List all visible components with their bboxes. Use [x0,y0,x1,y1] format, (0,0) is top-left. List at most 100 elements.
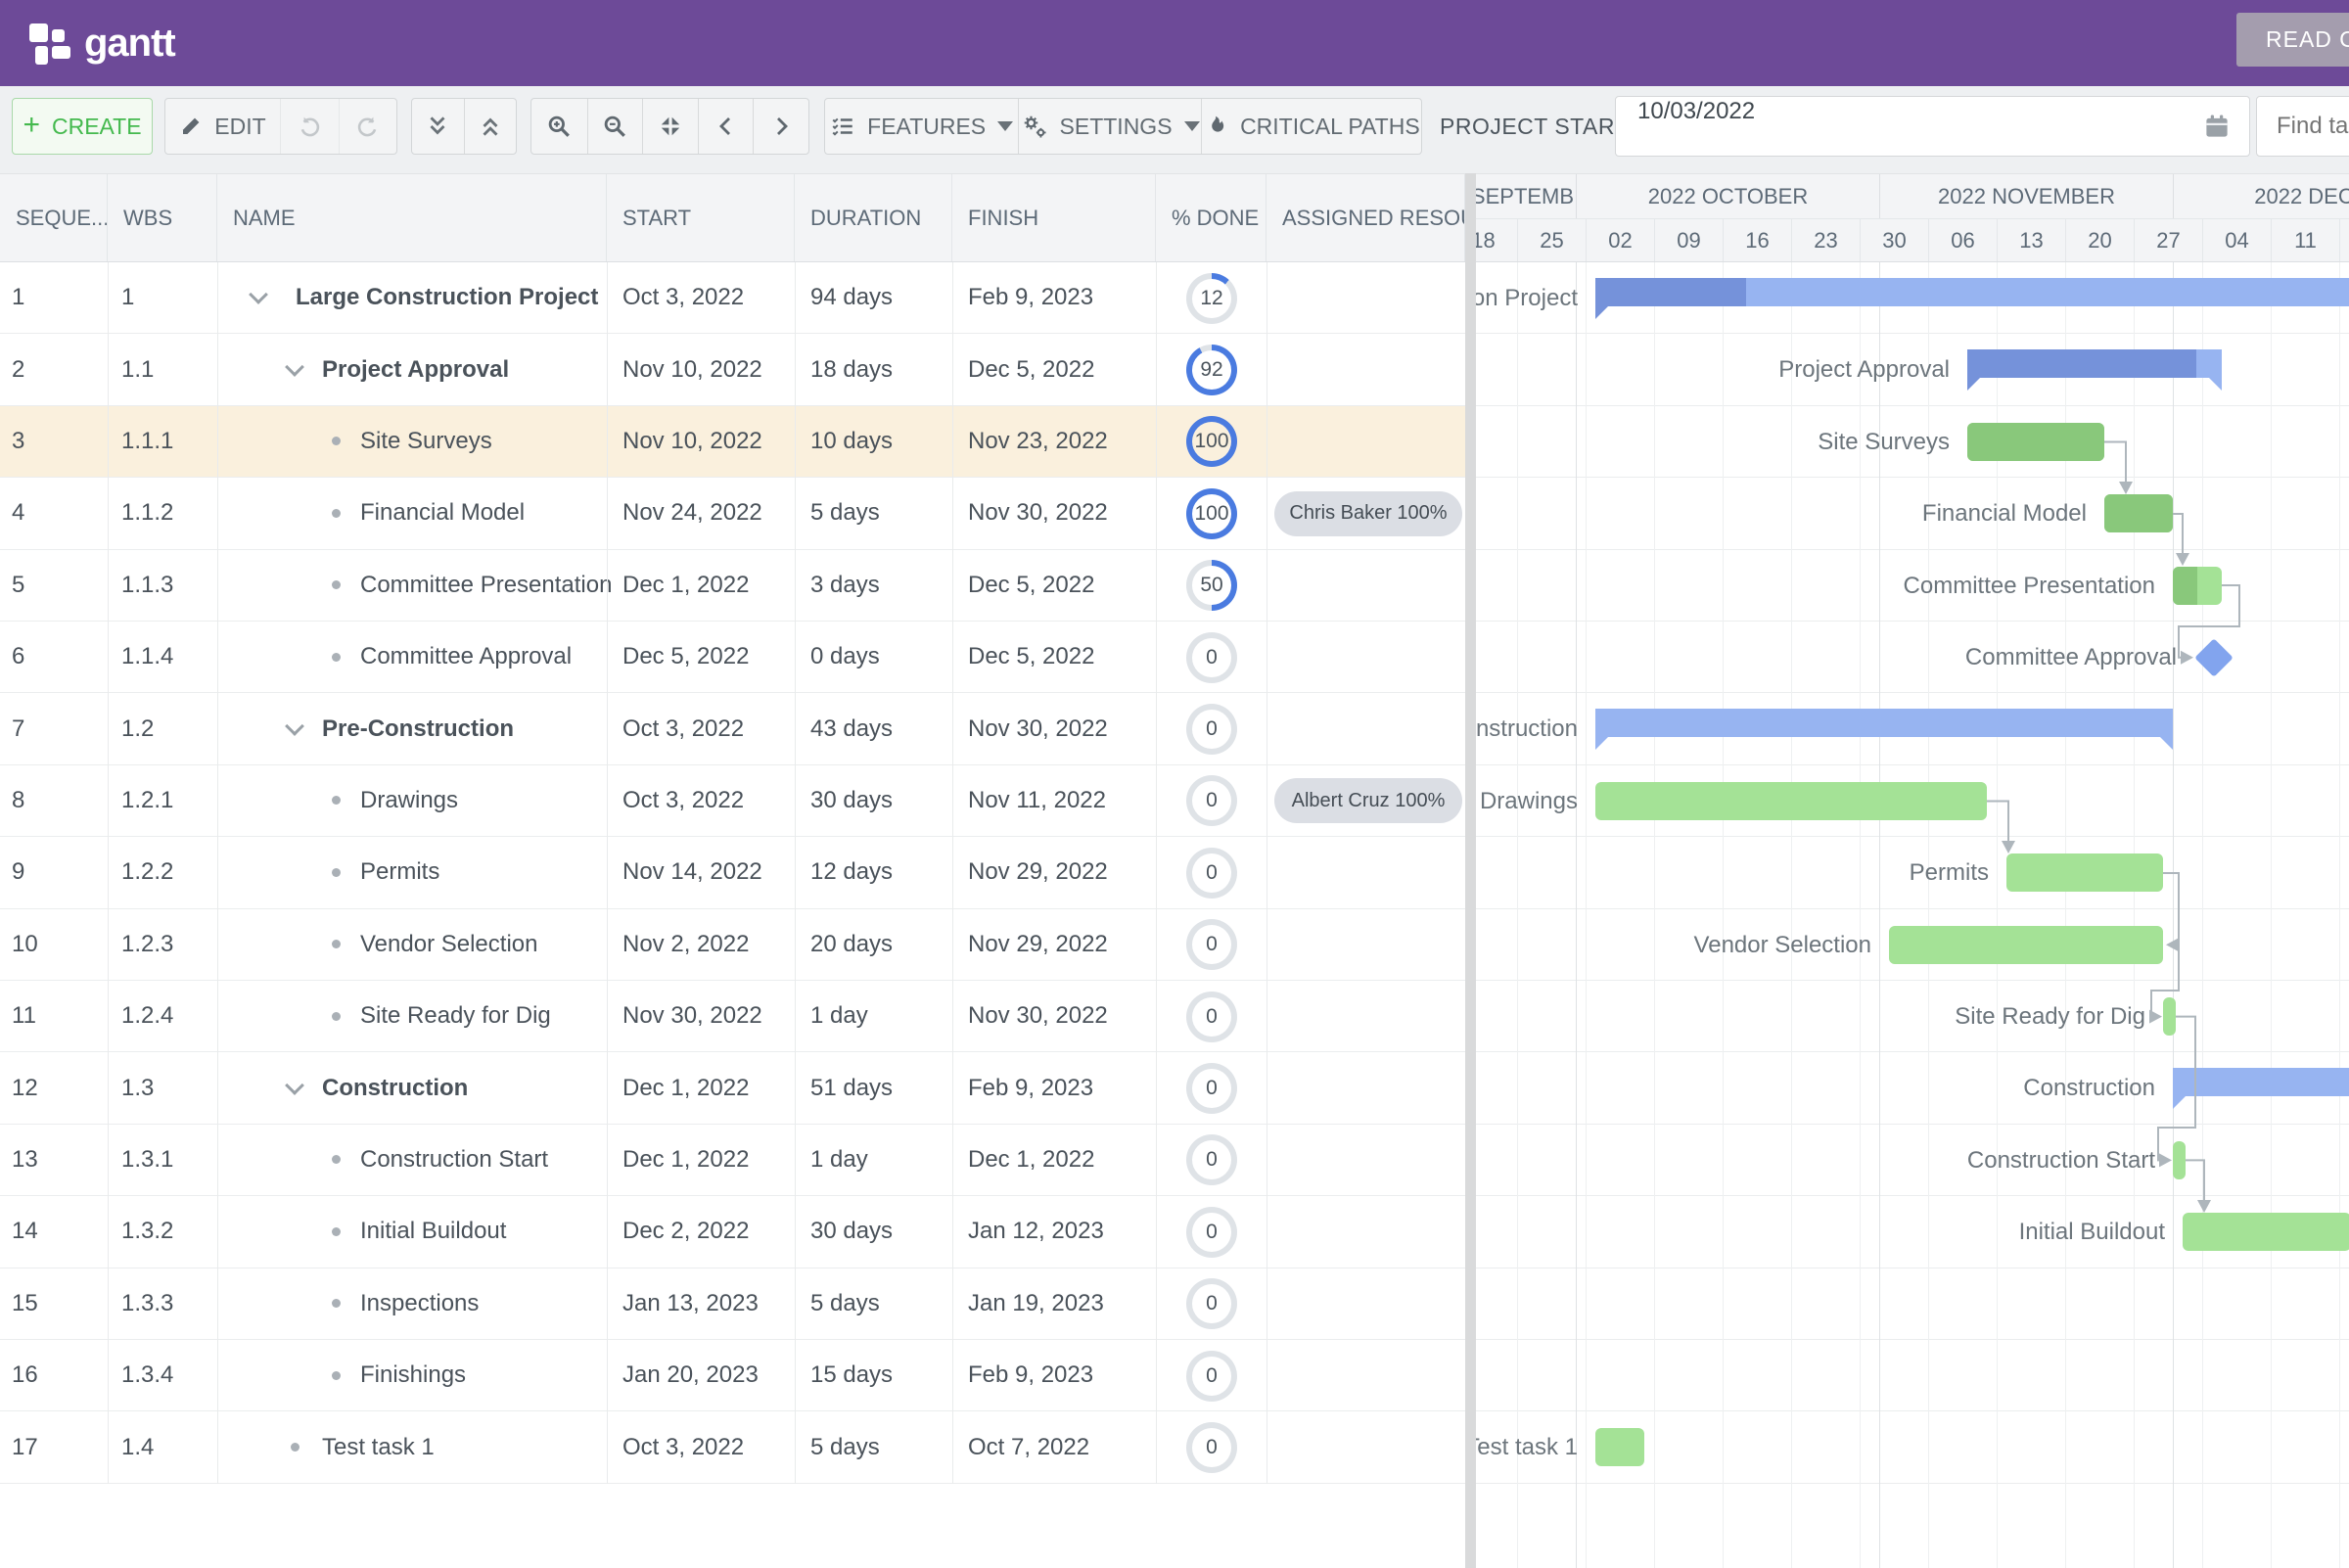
cell-sequence: 10 [12,930,38,957]
collapse-all-button[interactable] [412,99,464,154]
gantt-bar-task[interactable] [2163,997,2176,1036]
gantt-bar-summary[interactable] [2173,1068,2349,1110]
dot-icon [332,1011,341,1021]
gantt-bar-summary[interactable] [1967,349,2222,392]
table-row[interactable]: 8 1.2.1 Drawings Oct 3, 2022 30 days Nov 11, … [0,765,2349,838]
progress-ring[interactable]: 0 [1186,631,1237,683]
grid-splitter-handle[interactable] [1465,173,1476,1568]
gantt-bar-task[interactable] [1967,422,2104,461]
week-gridline [1997,262,1998,1568]
column-header-seque[interactable]: SEQUE... [0,174,108,261]
gantt-bar-task[interactable] [1595,781,1987,820]
column-header-duration[interactable]: DURATION [795,174,952,261]
zoom-out-button[interactable] [586,99,643,154]
gantt-bar-task[interactable] [2183,1213,2349,1252]
column-header-name[interactable]: NAME [217,174,607,261]
gantt-bar-summary[interactable] [1595,278,2349,319]
gantt-bar-task[interactable] [2006,853,2163,893]
gantt-bar-task[interactable] [2173,566,2222,605]
progress-ring[interactable]: 92 [1186,345,1237,396]
cell-duration: 30 days [810,786,894,813]
settings-menu-button[interactable]: SETTINGS [1018,99,1200,154]
bar-label: Construction [2023,1075,2155,1102]
calendar-icon[interactable] [2202,112,2232,141]
expand-all-button[interactable] [463,99,516,154]
app-title: gantt [84,22,176,65]
gantt-bar-task[interactable] [2104,494,2173,533]
scroll-right-button[interactable] [753,99,808,154]
table-row[interactable]: 12 1.3 Construction Dec 1, 2022 51 days Feb 9… [0,1052,2349,1125]
redo-button[interactable] [338,99,397,154]
table-row[interactable]: 17 1.4 Test task 1 Oct 3, 2022 5 days Oct 7, … [0,1411,2349,1484]
dependency-line [2186,1159,2205,1206]
table-row[interactable]: 14 1.3.2 Initial Buildout Dec 2, 2022 30 day… [0,1196,2349,1268]
assignee-badge[interactable]: Chris Baker 100% [1274,490,1462,536]
scroll-left-button[interactable] [697,99,754,154]
column-header-done[interactable]: % DONE [1156,174,1267,261]
zoom-to-fit-button[interactable] [642,99,698,154]
gantt-bar-task[interactable] [2173,1140,2186,1179]
table-row[interactable]: 3 1.1.1 Site Surveys Nov 10, 2022 10 days Nov… [0,405,2349,479]
table-row[interactable]: 6 1.1.4 Committee Approval Dec 5, 2022 0 day… [0,622,2349,694]
progress-ring[interactable]: 0 [1186,1350,1237,1402]
progress-ring[interactable]: 0 [1186,991,1237,1042]
cell-finish: Dec 1, 2022 [968,1145,1095,1173]
progress-ring[interactable]: 0 [1186,1134,1237,1186]
features-menu-button[interactable]: FEATURES [825,99,1018,154]
bar-label: Financial Model [1921,500,2087,528]
edit-button[interactable]: EDIT [165,99,280,154]
table-row[interactable]: 13 1.3.1 Construction Start Dec 1, 2022 1 da… [0,1125,2349,1197]
cell-finish: Nov 29, 2022 [968,930,1108,957]
cell-start: Nov 10, 2022 [622,355,762,383]
gantt-bar-task[interactable] [1595,1428,1644,1467]
progress-ring[interactable]: 0 [1186,1206,1237,1258]
dependency-arrowhead [2002,841,2015,853]
read-only-button[interactable]: READ ONLY [2236,13,2349,67]
column-header-wbs[interactable]: WBS [108,174,217,261]
table-row[interactable]: 16 1.3.4 Finishings Jan 20, 2023 15 days Feb … [0,1340,2349,1412]
table-row[interactable]: 5 1.1.3 Committee Presentation Dec 1, 2022 3… [0,550,2349,622]
table-row[interactable]: 7 1.2 Pre-Construction Oct 3, 2022 43 days No… [0,693,2349,765]
week-gridline [1791,262,1792,1568]
expander[interactable] [285,693,304,763]
table-row[interactable]: 11 1.2.4 Site Ready for Dig Nov 30, 2022 1 d… [0,981,2349,1053]
table-row[interactable]: 2 1.1 Project Approval Nov 10, 2022 18 days D… [0,334,2349,406]
settings-label: SETTINGS [1059,113,1173,139]
table-row[interactable]: 9 1.2.2 Permits Nov 14, 2022 12 days Nov 29, … [0,837,2349,909]
expander[interactable] [285,334,304,404]
progress-ring[interactable]: 0 [1186,1278,1237,1330]
progress-value: 100 [1192,422,1231,462]
progress-value: 12 [1192,278,1231,318]
progress-ring[interactable]: 12 [1186,272,1237,324]
progress-ring[interactable]: 0 [1186,704,1237,756]
column-header-finish[interactable]: FINISH [952,174,1156,261]
table-row[interactable]: 4 1.1.2 Financial Model Nov 24, 2022 5 days N… [0,478,2349,550]
critical-paths-button[interactable]: CRITICAL PATHS [1200,99,1421,154]
gantt-bar-task[interactable] [1889,925,2163,964]
progress-ring[interactable]: 0 [1186,847,1237,899]
progress-ring[interactable]: 0 [1186,1063,1237,1115]
column-header-assignedresour[interactable]: ASSIGNED RESOUR [1267,174,1465,261]
cell-sequence: 15 [12,1289,38,1316]
column-header-start[interactable]: START [607,174,795,261]
create-button[interactable]: + CREATE [12,98,153,155]
undo-button[interactable] [280,99,339,154]
find-task-input[interactable] [2256,96,2349,157]
dot-icon [332,508,341,518]
progress-ring[interactable]: 100 [1186,416,1237,468]
table-row[interactable]: 10 1.2.3 Vendor Selection Nov 2, 2022 20 day… [0,909,2349,981]
progress-ring[interactable]: 50 [1186,560,1237,612]
progress-ring[interactable]: 100 [1186,487,1237,539]
table-row[interactable]: 15 1.3.3 Inspections Jan 13, 2023 5 days Jan … [0,1268,2349,1340]
progress-ring[interactable]: 0 [1186,775,1237,827]
assignee-badge[interactable]: Albert Cruz 100% [1274,778,1462,824]
progress-ring[interactable]: 0 [1186,919,1237,971]
expander[interactable] [249,262,268,333]
gantt-bar-summary[interactable] [1595,709,2173,751]
cell-start: Nov 2, 2022 [622,930,750,957]
table-row[interactable]: 1 1 Large Construction Project Oct 3, 2022 9… [0,262,2349,335]
progress-ring[interactable]: 0 [1186,1422,1237,1474]
expander[interactable] [285,1052,304,1123]
project-start-date-input[interactable] [1635,97,2164,126]
zoom-in-button[interactable] [531,99,587,154]
